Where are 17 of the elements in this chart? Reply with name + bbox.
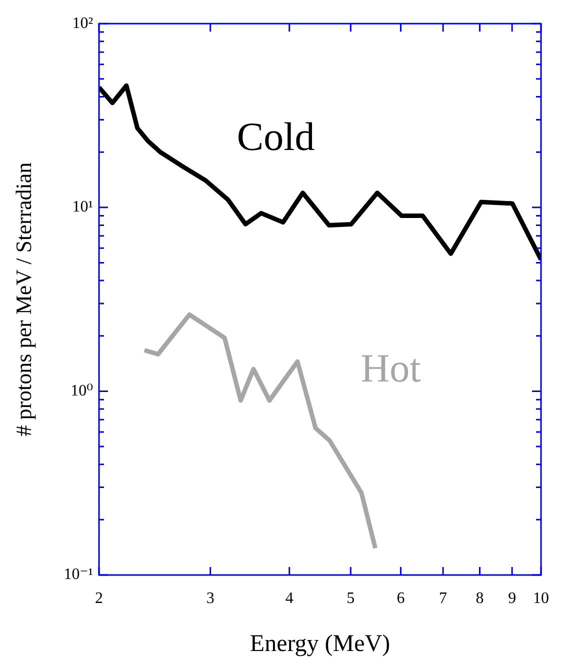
- x-tick-label: 2: [95, 590, 103, 607]
- y-tick-label: 10¹: [72, 198, 94, 216]
- x-tick-label: 10: [533, 590, 549, 607]
- series-label: Hot: [360, 345, 421, 390]
- y-tick-label: 10²: [72, 14, 94, 32]
- x-tick-label: 3: [206, 590, 214, 607]
- x-tick-label: 7: [439, 590, 448, 607]
- x-axis-title: Energy (MeV): [250, 630, 390, 657]
- y-tick-label: 10⁻¹: [64, 566, 94, 584]
- y-axis-title: # protons per MeV / Sterradian: [10, 162, 36, 436]
- x-tick-label: 4: [285, 590, 294, 607]
- x-tick-label: 5: [346, 590, 355, 607]
- x-tick-label: 9: [508, 590, 516, 607]
- x-tick-label: 8: [476, 590, 484, 607]
- y-tick-label: 10⁰: [70, 382, 93, 400]
- x-tick-label: 6: [396, 590, 405, 607]
- series-label: Cold: [236, 114, 315, 159]
